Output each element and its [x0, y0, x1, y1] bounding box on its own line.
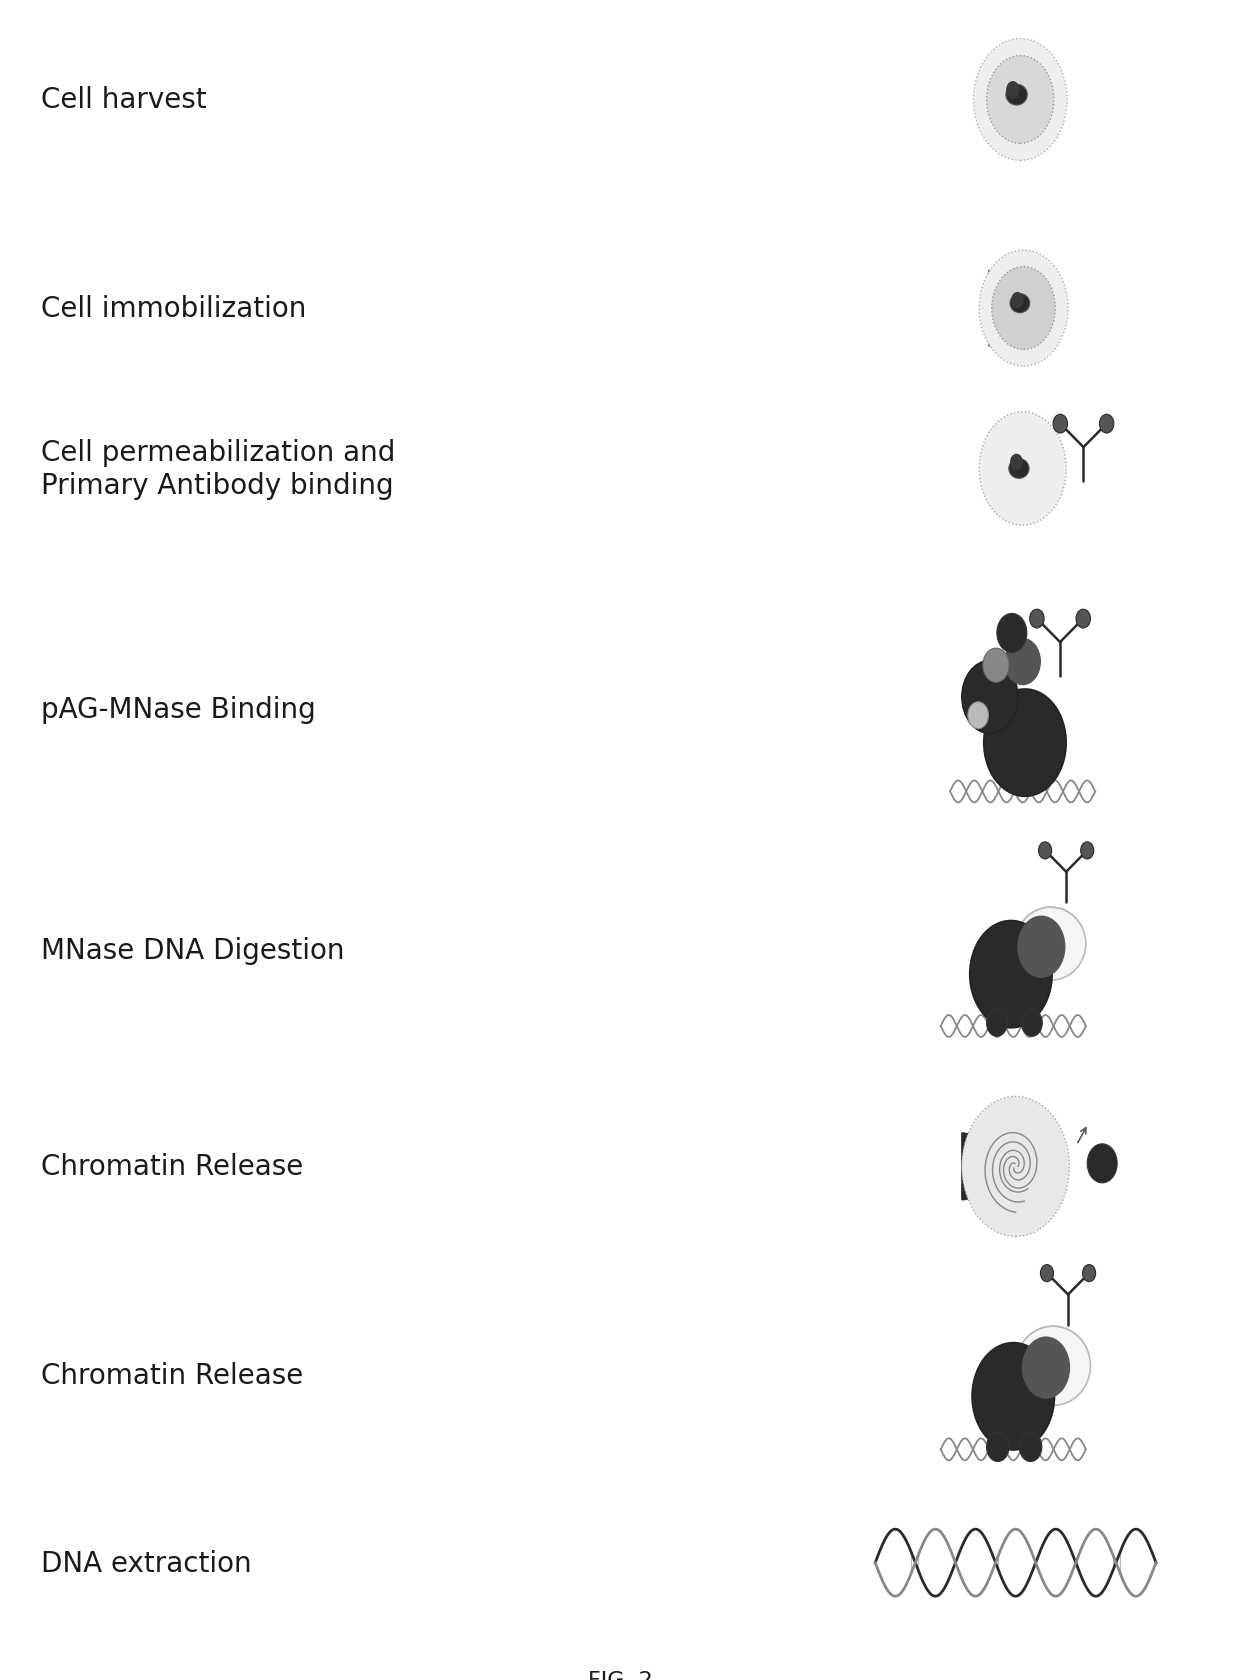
Text: DNA extraction: DNA extraction [41, 1549, 252, 1578]
Circle shape [992, 267, 1055, 349]
Circle shape [1006, 82, 1019, 99]
Circle shape [962, 1097, 1069, 1236]
Ellipse shape [1009, 459, 1029, 479]
Wedge shape [990, 270, 1018, 346]
Circle shape [1076, 610, 1090, 628]
Text: FIG. 2: FIG. 2 [588, 1670, 652, 1680]
Circle shape [1018, 917, 1065, 978]
Circle shape [1081, 842, 1094, 860]
Circle shape [1039, 842, 1052, 860]
Circle shape [1019, 1433, 1042, 1462]
Circle shape [1040, 1265, 1054, 1282]
Circle shape [987, 57, 1054, 144]
Circle shape [1053, 415, 1068, 433]
Ellipse shape [1016, 907, 1086, 981]
Circle shape [973, 39, 1068, 161]
Circle shape [1100, 415, 1114, 433]
Circle shape [1023, 1337, 1069, 1398]
Circle shape [997, 613, 1027, 654]
Ellipse shape [1016, 1327, 1090, 1406]
Circle shape [1011, 292, 1024, 309]
Circle shape [983, 689, 1066, 796]
Text: Cell harvest: Cell harvest [41, 86, 207, 114]
Circle shape [968, 702, 988, 729]
Circle shape [983, 648, 1009, 682]
Text: Chromatin Release: Chromatin Release [41, 1361, 304, 1389]
Circle shape [1087, 1144, 1117, 1183]
Text: pAG-MNase Binding: pAG-MNase Binding [41, 696, 316, 724]
Circle shape [987, 1010, 1007, 1037]
Circle shape [1083, 1265, 1096, 1282]
Circle shape [1011, 454, 1023, 470]
Circle shape [962, 660, 1018, 734]
Circle shape [1029, 610, 1044, 628]
Text: Cell immobilization: Cell immobilization [41, 294, 306, 323]
Text: Cell permeabilization and
Primary Antibody binding: Cell permeabilization and Primary Antibo… [41, 438, 396, 499]
Text: Chromatin Release: Chromatin Release [41, 1152, 304, 1181]
Wedge shape [990, 433, 1018, 506]
Ellipse shape [1006, 86, 1027, 106]
Wedge shape [962, 1134, 987, 1200]
Text: MNase DNA Digestion: MNase DNA Digestion [41, 936, 345, 964]
Circle shape [980, 250, 1068, 366]
Circle shape [970, 921, 1052, 1028]
Circle shape [1022, 1010, 1043, 1037]
Ellipse shape [1011, 294, 1029, 314]
Circle shape [1004, 638, 1040, 685]
Circle shape [980, 413, 1066, 526]
Circle shape [987, 1433, 1009, 1462]
Circle shape [972, 1342, 1054, 1450]
